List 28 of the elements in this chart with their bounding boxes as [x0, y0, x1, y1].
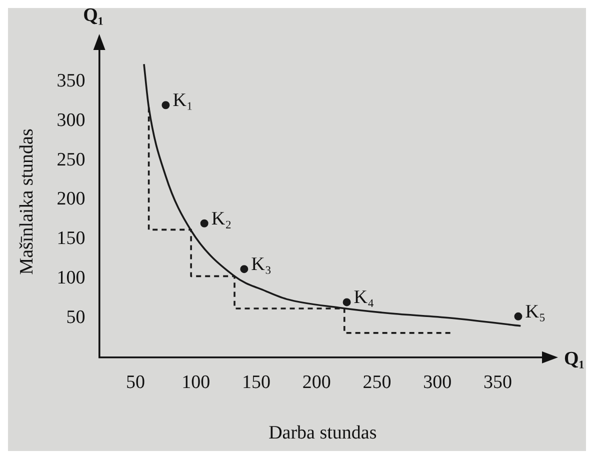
annotation: K₃ — [251, 254, 272, 276]
x-axis-title: Darba stundas — [268, 422, 377, 444]
x-tick-label: 100 — [182, 372, 210, 393]
x-tick-label: 350 — [483, 372, 512, 393]
x-tick-label: 300 — [423, 372, 452, 393]
point — [240, 265, 248, 274]
y-tick-label: 200 — [56, 188, 86, 210]
annotation: K₅ — [525, 301, 546, 322]
y-tick-label: 100 — [56, 268, 86, 289]
x-tick-label: 150 — [242, 372, 270, 393]
annotation: K₂ — [211, 208, 232, 230]
point — [342, 298, 351, 306]
annotation: K₁ — [172, 90, 194, 112]
y-axis-title: Mašīnlaika stundas — [16, 128, 38, 275]
point — [514, 312, 522, 320]
point — [200, 219, 208, 228]
text: Q₁ — [564, 348, 584, 370]
y-tick-label: 350 — [56, 70, 86, 92]
y-tick-label: 250 — [56, 149, 86, 170]
y-tick-label: 50 — [66, 306, 86, 328]
x-tick-label: 50 — [126, 372, 146, 393]
point — [162, 101, 170, 110]
annotation: K₄ — [354, 287, 374, 308]
y-tick-label: 150 — [56, 228, 86, 250]
text: Q₁ — [83, 4, 104, 26]
x-tick-label: 200 — [302, 372, 331, 393]
y-tick-label: 300 — [56, 110, 86, 131]
x-tick-label: 250 — [362, 372, 392, 393]
